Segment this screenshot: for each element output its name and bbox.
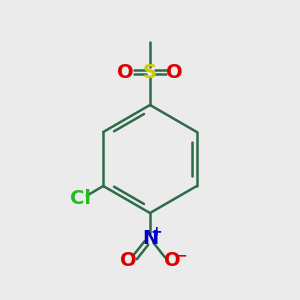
Text: +: + [151,225,162,239]
Text: Cl: Cl [70,189,91,208]
Text: O: O [166,62,183,82]
Text: O: O [120,251,136,271]
Text: S: S [143,62,157,82]
Text: N: N [142,229,158,248]
Text: O: O [117,62,134,82]
Text: O: O [164,251,180,271]
Text: −: − [176,249,188,262]
